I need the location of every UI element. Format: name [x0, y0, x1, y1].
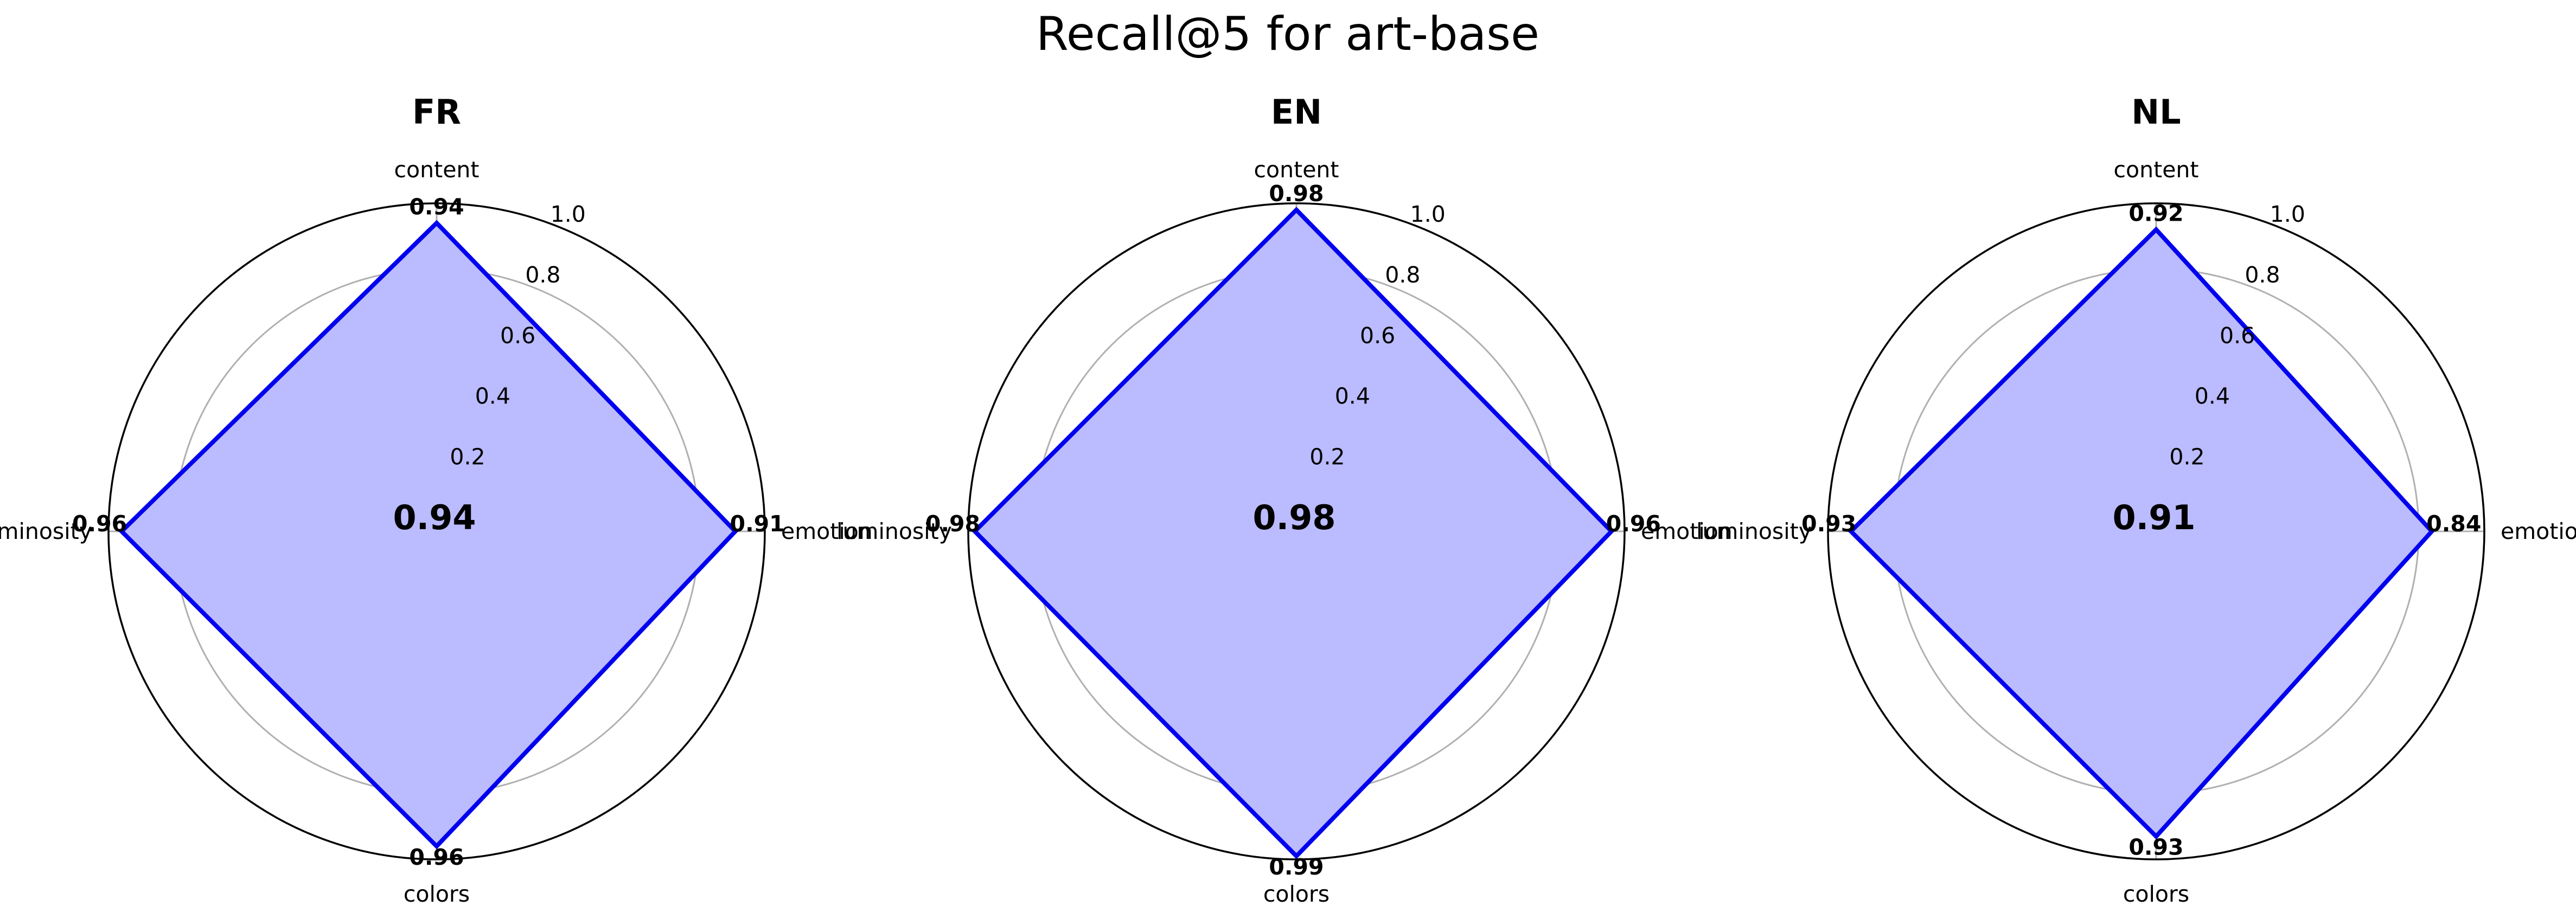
figure-title: Recall@5 for art-base: [1036, 7, 1539, 61]
panel-title: EN: [1271, 92, 1322, 132]
axis-label-colors: colors: [2123, 881, 2189, 907]
data-polygon: [1848, 226, 2435, 840]
radial-tick-label: 0.8: [525, 262, 560, 288]
radial-tick-label: 0.6: [2220, 323, 2255, 349]
value-label: 0.84: [2426, 511, 2481, 537]
radial-tick-label: 0.8: [2245, 262, 2280, 288]
radial-tick-label: 1.0: [2270, 201, 2305, 227]
radar-panel-en: EN 0.2 0.4 0.6 0.8 1.0 content emotion colors lum…: [836, 92, 1733, 907]
value-label: 0.92: [2128, 200, 2183, 226]
panel-title: NL: [2131, 92, 2181, 132]
axis-label-content: content: [1254, 157, 1339, 183]
radial-tick-label: 0.4: [475, 383, 510, 409]
axis-label-emotion: emotion: [1641, 518, 1733, 544]
radial-tick-label: 1.0: [1410, 201, 1446, 227]
value-label: 0.99: [1269, 854, 1324, 880]
radial-tick-label: 0.6: [1360, 323, 1395, 349]
axis-label-colors: colors: [1263, 881, 1329, 907]
radar-panels: FR 0.2 0.4 0.6 0.8 1.0 content emotion colors lum…: [0, 92, 2576, 907]
axis-label-content: content: [2114, 157, 2199, 183]
radial-tick-label: 0.4: [2195, 383, 2230, 409]
radial-tick-label: 1.0: [551, 201, 586, 227]
value-label: 0.96: [72, 511, 127, 537]
center-score-label: 0.94: [393, 498, 476, 537]
data-polygon: [971, 207, 1615, 859]
outer-frame: [967, 202, 1626, 860]
value-label: 0.94: [409, 194, 464, 220]
data-polygon: [118, 220, 739, 850]
radar-panel-nl: NL 0.2 0.4 0.6 0.8 1.0 content emotion colors lum…: [1696, 92, 2576, 907]
axis-label-luminosity: luminosity: [1696, 518, 1812, 544]
axis-label-content: content: [394, 157, 480, 183]
value-label: 0.91: [730, 511, 785, 537]
axis-label-colors: colors: [404, 881, 470, 907]
radial-tick-label: 0.8: [1385, 262, 1420, 288]
radial-tick-label: 0.2: [450, 444, 485, 470]
radar-panel-fr: FR 0.2 0.4 0.6 0.8 1.0 content emotion colors lum…: [0, 92, 873, 907]
radial-tick-label: 0.4: [1335, 383, 1370, 409]
axis-label-luminosity: luminosity: [0, 518, 92, 544]
radial-tick-label: 0.2: [1309, 444, 1345, 470]
value-label: 0.93: [1801, 511, 1856, 537]
axis-label-emotion: emotion: [2501, 518, 2576, 544]
axis-label-emotion: emotion: [781, 518, 873, 544]
value-label: 0.98: [1269, 181, 1324, 207]
panel-title: FR: [412, 92, 461, 132]
value-label: 0.98: [925, 511, 980, 537]
outer-frame: [107, 202, 766, 860]
value-label: 0.96: [409, 844, 464, 870]
center-score-label: 0.91: [2113, 498, 2196, 537]
value-label: 0.93: [2128, 834, 2183, 860]
value-label: 0.96: [1606, 511, 1661, 537]
radial-tick-label: 0.6: [500, 323, 535, 349]
outer-frame: [1827, 202, 2485, 860]
center-score-label: 0.98: [1253, 498, 1336, 537]
axis-label-luminosity: luminosity: [836, 518, 952, 544]
radial-tick-label: 0.2: [2169, 444, 2204, 470]
